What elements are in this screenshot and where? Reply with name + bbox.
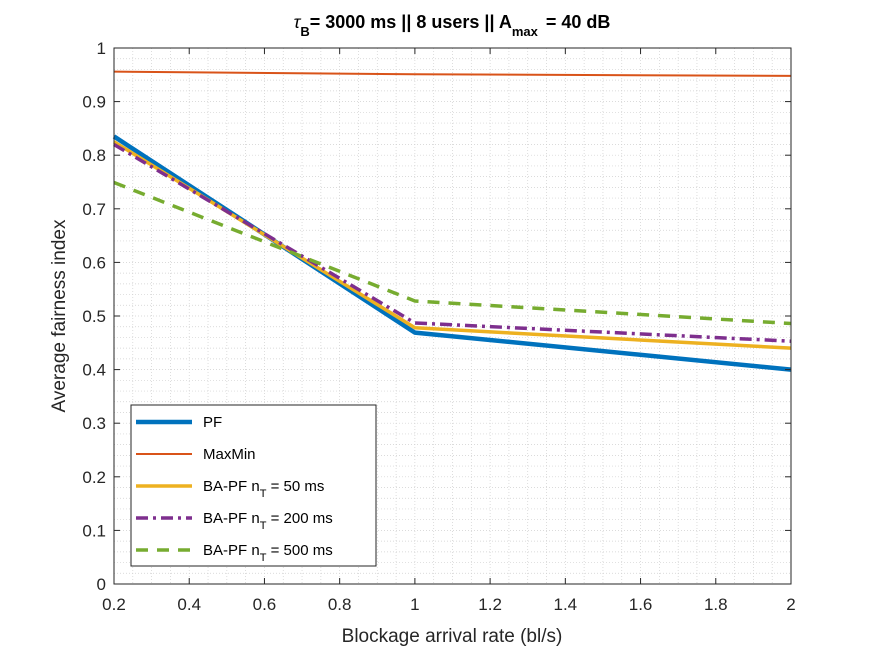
legend-label-2: MaxMin [203, 446, 256, 463]
title-tau-sub: B [300, 24, 309, 39]
x-tick-label: 0.6 [253, 595, 277, 614]
title-part1: = 3000 ms || 8 users || A [310, 12, 512, 32]
y-tick-label: 0 [97, 575, 106, 594]
legend-label-4: BA-PF nT = 200 ms [203, 510, 333, 532]
y-tick-label: 0.4 [82, 361, 106, 380]
chart-title: τB= 3000 ms || 8 users || Amax = 40 dB [294, 12, 611, 39]
x-tick-label: 2 [786, 595, 795, 614]
y-tick-label: 0.7 [82, 200, 106, 219]
y-tick-label: 1 [97, 39, 106, 58]
x-tick-label: 1 [410, 595, 419, 614]
y-tick-label: 0.2 [82, 468, 106, 487]
legend-label-5: BA-PF nT = 500 ms [203, 542, 333, 564]
series-line-3 [113, 140, 792, 350]
x-tick-label: 1.8 [704, 595, 728, 614]
legend-label-3: BA-PF nT = 50 ms [203, 478, 324, 500]
series-line-5 [113, 180, 792, 326]
y-tick-label: 0.8 [82, 146, 106, 165]
title-part2: = 40 dB [546, 12, 611, 32]
legend: PF MaxMin BA-PF nT = 50 ms BA-PF nT = 200 m… [130, 404, 377, 567]
series-line-4 [113, 142, 792, 343]
x-tick-label: 1.4 [554, 595, 578, 614]
x-tick-label: 0.2 [102, 595, 126, 614]
series-line-2 [113, 70, 792, 77]
y-axis-label: Average fairness index [49, 219, 70, 412]
y-tick-label: 0.3 [82, 414, 106, 433]
y-tick-label: 0.9 [82, 93, 106, 112]
x-tick-label: 1.6 [629, 595, 653, 614]
series-lines [112, 70, 792, 372]
y-tick-label: 0.6 [82, 253, 106, 272]
title-a-sub: max [512, 24, 539, 39]
title-tau: τ [294, 12, 302, 32]
x-tick-label: 0.4 [177, 595, 201, 614]
y-tick-label: 0.5 [82, 307, 106, 326]
y-tick-label: 0.1 [82, 521, 106, 540]
x-tick-label: 1.2 [478, 595, 502, 614]
axis-ticks: 0.2 0.4 0.6 0.8 1 1.2 1.4 1.6 1.8 2 0 0.1 0.2 0.3 0.4 0… [82, 39, 795, 614]
x-axis-label: Blockage arrival rate (bl/s) [342, 626, 563, 647]
x-tick-label: 0.8 [328, 595, 352, 614]
legend-label-1: PF [203, 414, 222, 431]
